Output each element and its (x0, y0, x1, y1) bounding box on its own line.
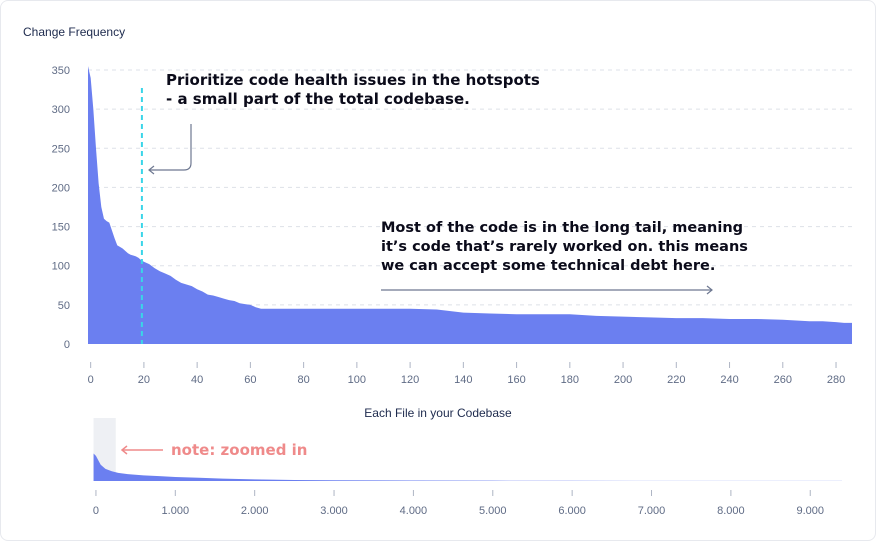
x-tick-label: 280 (827, 374, 845, 386)
long-tail-annotation-line-2: it’s code that’s rarely worked on. this … (381, 239, 748, 255)
overview-x-tick-label: 1.000 (162, 505, 190, 517)
zoom-note: note: zoomed in (171, 441, 308, 459)
x-tick-label: 180 (561, 374, 579, 386)
hotspot-arrow (149, 124, 192, 171)
x-tick-label: 40 (191, 374, 203, 386)
x-tick-label: 240 (720, 374, 738, 386)
annotation-arrows (120, 124, 713, 455)
overview-x-tick-label: 9.000 (796, 505, 824, 517)
x-tick-label: 160 (507, 374, 525, 386)
y-tick-label: 300 (52, 104, 70, 116)
hotspot-arrow-head (148, 165, 155, 175)
hotspot-annotation: Prioritize code health issues in the hot… (166, 71, 540, 109)
main-axis: 0 20 40 60 80 100 120 140 160 180 200 220 240 260 280 (88, 362, 845, 386)
x-tick-label: 100 (348, 374, 366, 386)
overview-x-tick-label: 3.000 (320, 505, 348, 517)
y-tick-label: 50 (58, 300, 70, 312)
x-tick-label: 0 (88, 374, 94, 386)
x-axis-title: Each File in your Codebase (364, 406, 512, 420)
overview-x-tick-label: 5.000 (479, 505, 507, 517)
y-tick-label: 350 (52, 65, 70, 77)
overview-x-tick-label: 7.000 (638, 505, 666, 517)
change-frequency-area (88, 66, 852, 344)
main-gridlines: 0 50 100 150 200 250 300 350 (52, 65, 852, 351)
long-tail-annotation-line-3: we can accept some technical debt here. (381, 258, 716, 274)
hotspot-annotation-line-2: - a small part of the total codebase. (166, 90, 470, 108)
overview-x-tick-label: 0 (93, 505, 99, 517)
x-tick-label: 140 (454, 374, 472, 386)
zoom-note-arrow-head (120, 445, 128, 455)
x-tick-label: 200 (614, 374, 632, 386)
overview-area (93, 453, 842, 481)
hotspot-annotation-line-1: Prioritize code health issues in the hot… (166, 71, 540, 89)
y-tick-label: 250 (52, 143, 70, 155)
overview-x-tick-label: 6.000 (558, 505, 586, 517)
long-tail-arrow-head (706, 285, 713, 295)
x-tick-label: 60 (244, 374, 256, 386)
overview-chart: 0 1.000 2.000 3.000 4.000 5.000 6.000 7.000 8.00… (93, 418, 842, 517)
y-axis-title: Change Frequency (23, 25, 126, 39)
x-tick-label: 260 (774, 374, 792, 386)
overview-x-tick-label: 2.000 (241, 505, 269, 517)
y-tick-label: 100 (52, 261, 70, 273)
x-tick-label: 80 (297, 374, 309, 386)
overview-x-tick-label: 4.000 (400, 505, 428, 517)
overview-x-tick-label: 8.000 (717, 505, 745, 517)
main-area-layer (88, 66, 852, 344)
y-tick-label: 0 (64, 339, 70, 351)
y-tick-label: 150 (52, 222, 70, 234)
long-tail-annotation: Most of the code is in the long tail, me… (381, 219, 748, 276)
x-tick-label: 120 (401, 374, 419, 386)
y-tick-label: 200 (52, 182, 70, 194)
x-tick-label: 220 (667, 374, 685, 386)
long-tail-annotation-line-1: Most of the code is in the long tail, me… (381, 220, 744, 236)
x-tick-label: 20 (138, 374, 150, 386)
